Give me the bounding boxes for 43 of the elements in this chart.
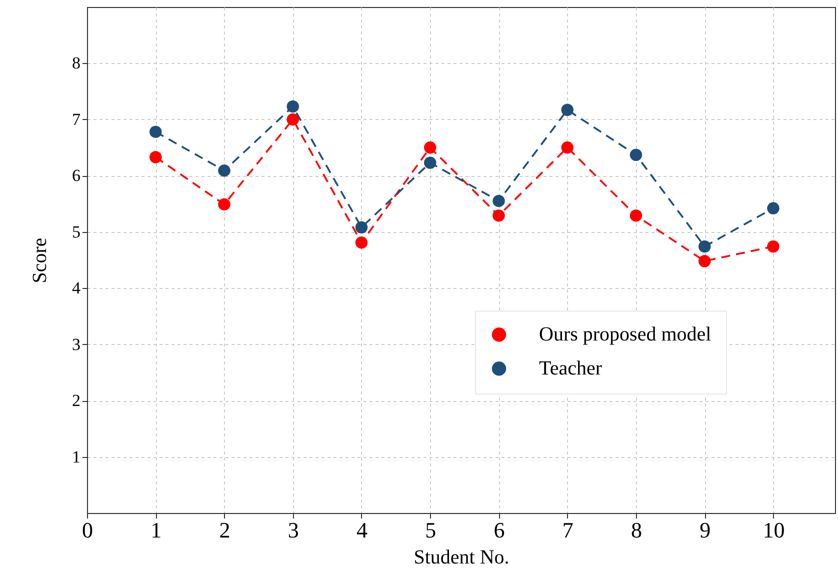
legend-label: Teacher bbox=[539, 358, 602, 380]
y-tick-label: 5 bbox=[72, 222, 80, 242]
point bbox=[424, 141, 436, 154]
point bbox=[150, 151, 162, 164]
point bbox=[767, 240, 780, 253]
point bbox=[698, 255, 711, 268]
y-tick-label: 3 bbox=[72, 334, 80, 354]
legend-label: Ours proposed model bbox=[539, 324, 712, 346]
y-tick-label: 4 bbox=[72, 278, 81, 298]
x-tick-label: 1 bbox=[150, 518, 162, 542]
x-tick-label: 0 bbox=[82, 518, 93, 542]
x-axis-title: Student No. bbox=[414, 546, 510, 568]
x-tick-label: 5 bbox=[425, 518, 436, 542]
point bbox=[492, 194, 505, 208]
point bbox=[767, 202, 780, 214]
y-tick-label: 1 bbox=[72, 447, 80, 466]
x-tick-label: 3 bbox=[288, 518, 299, 542]
point bbox=[218, 164, 230, 177]
point bbox=[630, 148, 642, 161]
x-tick-label: 7 bbox=[562, 518, 574, 542]
x-tick-label: 6 bbox=[494, 518, 505, 542]
y-tick-label: 8 bbox=[72, 54, 80, 73]
point bbox=[355, 221, 368, 234]
x-tick-label: 8 bbox=[630, 518, 642, 542]
point bbox=[424, 156, 436, 169]
y-axis-title: Score bbox=[29, 238, 51, 284]
point bbox=[150, 126, 162, 138]
point bbox=[561, 104, 574, 116]
y-tick-label: 2 bbox=[72, 391, 80, 410]
point bbox=[286, 113, 299, 126]
point bbox=[286, 100, 299, 113]
y-tick-label: 7 bbox=[72, 110, 81, 129]
point bbox=[698, 240, 711, 253]
x-tick-label: 9 bbox=[700, 518, 711, 542]
point bbox=[218, 198, 230, 210]
point bbox=[561, 141, 574, 154]
y-tick-label: 6 bbox=[72, 166, 80, 186]
x-tick-label: 10 bbox=[762, 518, 785, 542]
point bbox=[355, 236, 368, 249]
point bbox=[630, 209, 642, 222]
x-tick-label: 4 bbox=[356, 518, 368, 542]
x-tick-label: 2 bbox=[219, 518, 230, 542]
point bbox=[492, 209, 505, 222]
